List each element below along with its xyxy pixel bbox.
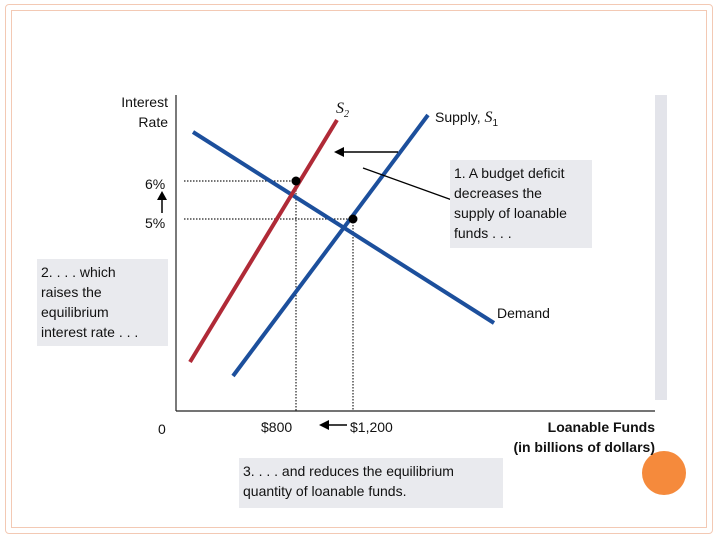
shift-arrow-head (334, 147, 344, 157)
callout2-line2: raises the (41, 284, 102, 300)
supply-s1-curve (231, 113, 430, 378)
x-axis-title-line1: Loanable Funds (547, 419, 655, 435)
equilibrium-old (348, 214, 358, 224)
supply-s2-curve (188, 118, 339, 364)
y-axis-title: Interest Rate (96, 92, 168, 132)
decorative-orange-dot (642, 451, 686, 495)
y-axis-title-line1: Interest (121, 94, 168, 110)
callout1-line1: 1. A budget deficit (454, 165, 565, 181)
qty-left-arrow-head (319, 420, 329, 430)
callout2-line3: equilibrium (41, 304, 109, 320)
rate-up-arrow-head (157, 191, 167, 200)
tick-qty-1200: $1,200 (350, 419, 393, 435)
callout2-line4: interest rate . . . (41, 324, 139, 340)
callout-reduces-quantity: 3. . . . and reduces the equilibrium qua… (239, 458, 503, 508)
callout1-line4: funds . . . (454, 225, 512, 241)
callout3-line2: quantity of loanable funds. (243, 483, 407, 499)
callout-raises-rate: 2. . . . which raises the equilibrium in… (37, 259, 168, 346)
slide-frame-outer (5, 4, 713, 534)
x-axis-title-line2: (in billions of dollars) (513, 439, 655, 455)
callout-budget-deficit: 1. A budget deficit decreases the supply… (450, 160, 592, 248)
equilibrium-new (291, 176, 301, 186)
y-axis-title-line2: Rate (138, 114, 168, 130)
callout3-line1: 3. . . . and reduces the equilibrium (243, 463, 454, 479)
slide-frame-inner (11, 10, 707, 528)
tick-rate-5: 5% (145, 215, 166, 231)
callout1-line3: supply of loanable (454, 205, 567, 221)
callout1-line2: decreases the (454, 185, 542, 201)
tick-rate-6: 6% (145, 176, 166, 192)
demand-label: Demand (497, 305, 550, 321)
tick-qty-800: $800 (261, 419, 293, 435)
supply-s1-label: Supply, S1 (435, 109, 499, 129)
origin-label: 0 (158, 421, 166, 437)
callout1-pointer (362, 167, 453, 201)
callout2-line1: 2. . . . which (41, 264, 116, 280)
graph-shadow (655, 95, 667, 400)
s2-label: S2 (336, 100, 349, 121)
